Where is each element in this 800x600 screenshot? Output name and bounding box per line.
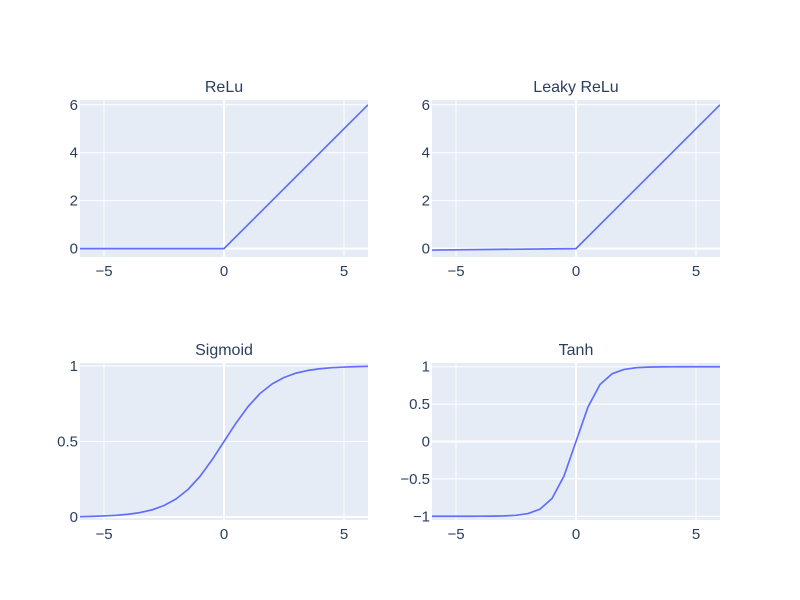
y-tick-label: 0	[70, 241, 78, 258]
x-tick-label: 0	[572, 263, 580, 280]
series-line-1	[432, 365, 720, 518]
x-tick-label: 5	[340, 263, 348, 280]
subplot-4: Tanh −5 0 5 −1 −0.5 0 0.5 1	[400, 342, 720, 543]
x-tick-label: 0	[220, 263, 228, 280]
subplot-1: ReLu −5 0 5 0 2 4 6	[70, 79, 368, 280]
subplot-3: Sigmoid −5 0 5 0 0.5 1	[57, 342, 368, 543]
y-tick-label: 0	[70, 509, 78, 526]
y-tick-label: −0.5	[400, 471, 430, 488]
series-line-1	[432, 104, 720, 251]
subplot-title: Tanh	[559, 342, 594, 359]
x-tick-label: 5	[340, 526, 348, 543]
series-line-1	[80, 365, 368, 518]
x-tick-label: 5	[692, 263, 700, 280]
y-tick-label: 0	[422, 434, 430, 451]
y-tick-label: 1	[422, 359, 430, 376]
x-tick-label: −5	[447, 526, 464, 543]
subplot-2: Leaky ReLu −5 0 5 0 2 4 6	[422, 79, 720, 280]
x-tick-label: −5	[95, 263, 112, 280]
x-tick-label: 0	[572, 526, 580, 543]
subplot-title: Sigmoid	[195, 342, 253, 359]
y-tick-label: 0	[422, 241, 430, 258]
y-tick-label: 0.5	[409, 396, 430, 413]
subplots-container: ReLu −5 0 5 0 2 4 6 Leaky ReLu −5 0 5 0 2 4 6 Sigmoid −5 0…	[57, 79, 720, 543]
x-tick-label: 5	[692, 526, 700, 543]
subplot-title: Leaky ReLu	[533, 79, 618, 96]
y-tick-label: 4	[70, 145, 78, 162]
y-tick-label: 0.5	[57, 434, 78, 451]
subplot-title: ReLu	[205, 79, 243, 96]
x-tick-label: −5	[95, 526, 112, 543]
x-tick-label: 0	[220, 526, 228, 543]
y-tick-label: 6	[422, 97, 430, 114]
series-line-1	[80, 104, 368, 250]
x-tick-label: −5	[447, 263, 464, 280]
y-tick-label: 6	[70, 97, 78, 114]
y-tick-label: 1	[70, 358, 78, 375]
y-tick-label: −1	[413, 508, 430, 525]
y-tick-label: 2	[422, 193, 430, 210]
y-tick-label: 4	[422, 145, 430, 162]
y-tick-label: 2	[70, 193, 78, 210]
